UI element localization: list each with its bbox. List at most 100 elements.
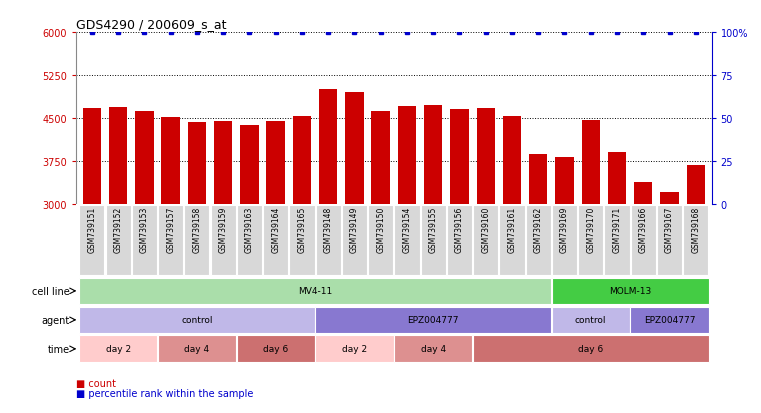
Bar xyxy=(106,206,131,275)
Text: MV4-11: MV4-11 xyxy=(298,287,332,296)
Text: MOLM-13: MOLM-13 xyxy=(609,287,651,296)
Text: GSM739171: GSM739171 xyxy=(613,206,622,253)
Text: GSM739150: GSM739150 xyxy=(376,206,385,253)
Bar xyxy=(79,206,104,275)
Text: agent: agent xyxy=(42,315,70,325)
Bar xyxy=(319,90,337,204)
Bar xyxy=(473,206,498,275)
Text: GSM739164: GSM739164 xyxy=(271,206,280,253)
Bar xyxy=(394,336,473,362)
Bar xyxy=(581,121,600,204)
Bar xyxy=(211,206,236,275)
Text: GSM739156: GSM739156 xyxy=(455,206,464,253)
Text: ■ percentile rank within the sample: ■ percentile rank within the sample xyxy=(76,389,253,399)
Text: GDS4290 / 200609_s_at: GDS4290 / 200609_s_at xyxy=(76,17,227,31)
Text: GSM739170: GSM739170 xyxy=(586,206,595,253)
Bar xyxy=(79,336,158,362)
Bar xyxy=(657,206,682,275)
Text: EPZ004777: EPZ004777 xyxy=(407,316,459,325)
Bar xyxy=(214,121,232,204)
Bar xyxy=(158,206,183,275)
Text: day 6: day 6 xyxy=(578,344,603,354)
Text: control: control xyxy=(181,316,212,325)
Text: GSM739152: GSM739152 xyxy=(113,206,123,253)
Bar xyxy=(158,336,236,362)
Text: GSM739163: GSM739163 xyxy=(245,206,254,253)
Bar xyxy=(237,336,315,362)
Bar xyxy=(240,126,259,204)
Text: GSM739160: GSM739160 xyxy=(481,206,490,253)
Text: GSM739149: GSM739149 xyxy=(350,206,359,253)
Text: GSM739158: GSM739158 xyxy=(193,206,202,253)
Bar xyxy=(499,206,524,275)
Text: day 4: day 4 xyxy=(421,344,446,354)
Bar xyxy=(371,112,390,204)
Bar xyxy=(79,278,551,304)
Text: GSM739157: GSM739157 xyxy=(166,206,175,253)
Text: day 4: day 4 xyxy=(184,344,209,354)
Bar xyxy=(83,109,101,204)
Bar xyxy=(631,206,656,275)
Bar xyxy=(184,206,209,275)
Bar xyxy=(424,106,442,204)
Bar xyxy=(683,206,708,275)
Bar xyxy=(529,154,547,204)
Text: cell line: cell line xyxy=(32,286,70,296)
Bar xyxy=(342,206,367,275)
Text: GSM739162: GSM739162 xyxy=(533,206,543,253)
Bar xyxy=(135,112,154,204)
Bar xyxy=(634,182,652,204)
Bar xyxy=(552,278,708,304)
Text: GSM739169: GSM739169 xyxy=(560,206,569,253)
Bar xyxy=(79,307,315,333)
Text: GSM739155: GSM739155 xyxy=(428,206,438,253)
Bar xyxy=(188,123,206,204)
Bar xyxy=(109,108,127,204)
Bar xyxy=(503,117,521,204)
Bar xyxy=(316,206,341,275)
Text: ■ count: ■ count xyxy=(76,378,116,388)
Bar xyxy=(237,206,262,275)
Text: GSM739151: GSM739151 xyxy=(88,206,97,253)
Bar xyxy=(686,166,705,204)
Text: day 6: day 6 xyxy=(263,344,288,354)
Bar xyxy=(447,206,472,275)
Bar xyxy=(451,110,469,204)
Bar xyxy=(345,93,364,204)
Bar xyxy=(604,206,629,275)
Text: day 2: day 2 xyxy=(106,344,131,354)
Bar xyxy=(421,206,446,275)
Bar xyxy=(398,107,416,204)
Bar xyxy=(161,118,180,204)
Text: GSM739161: GSM739161 xyxy=(508,206,517,253)
Bar xyxy=(661,192,679,204)
Text: time: time xyxy=(48,344,70,354)
Bar xyxy=(263,206,288,275)
Text: day 2: day 2 xyxy=(342,344,367,354)
Bar xyxy=(473,336,708,362)
Bar xyxy=(526,206,551,275)
Bar xyxy=(552,307,630,333)
Text: control: control xyxy=(575,316,607,325)
Bar xyxy=(394,206,419,275)
Bar xyxy=(132,206,157,275)
Bar xyxy=(552,206,577,275)
Bar xyxy=(556,158,574,204)
Bar xyxy=(266,121,285,204)
Bar xyxy=(293,116,311,204)
Text: GSM739165: GSM739165 xyxy=(298,206,307,253)
Text: GSM739153: GSM739153 xyxy=(140,206,149,253)
Bar xyxy=(315,336,393,362)
Bar xyxy=(476,109,495,204)
Bar xyxy=(289,206,314,275)
Text: GSM739167: GSM739167 xyxy=(665,206,674,253)
Text: GSM739166: GSM739166 xyxy=(638,206,648,253)
Bar xyxy=(608,152,626,204)
Text: GSM739168: GSM739168 xyxy=(691,206,700,253)
Bar xyxy=(368,206,393,275)
Text: GSM739148: GSM739148 xyxy=(323,206,333,253)
Text: EPZ004777: EPZ004777 xyxy=(644,316,696,325)
Bar xyxy=(578,206,603,275)
Text: GSM739159: GSM739159 xyxy=(218,206,228,253)
Bar xyxy=(315,307,551,333)
